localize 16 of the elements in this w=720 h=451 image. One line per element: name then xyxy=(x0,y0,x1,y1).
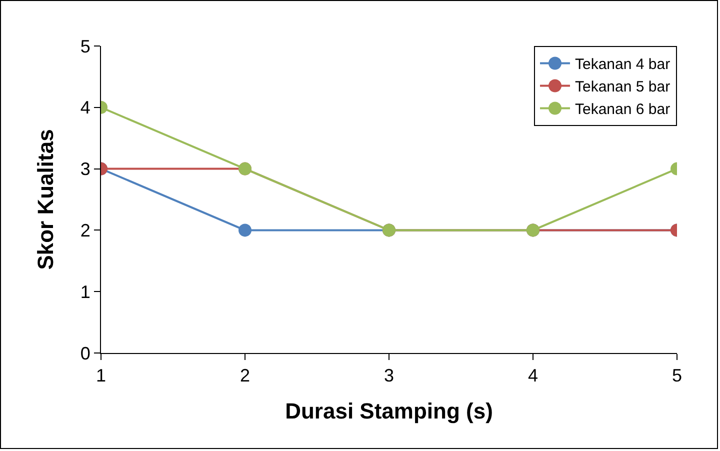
x-tick-label: 3 xyxy=(384,366,394,386)
x-tick-label: 1 xyxy=(96,366,106,386)
y-tick-label: 1 xyxy=(80,282,90,302)
x-tick-label: 2 xyxy=(240,366,250,386)
y-tick-label: 4 xyxy=(80,98,90,118)
y-tick-label: 2 xyxy=(80,220,90,240)
y-tick-label: 0 xyxy=(80,343,90,364)
legend-label: Tekanan 4 bar xyxy=(575,56,670,74)
x-tick-label: 4 xyxy=(528,366,538,386)
y-axis-title: Skor Kualitas xyxy=(33,129,58,270)
legend-label: Tekanan 5 bar xyxy=(575,78,670,96)
y-tick-label: 5 xyxy=(80,36,90,56)
x-axis-title: Durasi Stamping (s) xyxy=(285,398,493,424)
y-tick-label: 3 xyxy=(80,159,90,180)
legend-label: Tekanan 6 bar xyxy=(575,101,670,118)
x-tick-label: 5 xyxy=(672,366,682,386)
